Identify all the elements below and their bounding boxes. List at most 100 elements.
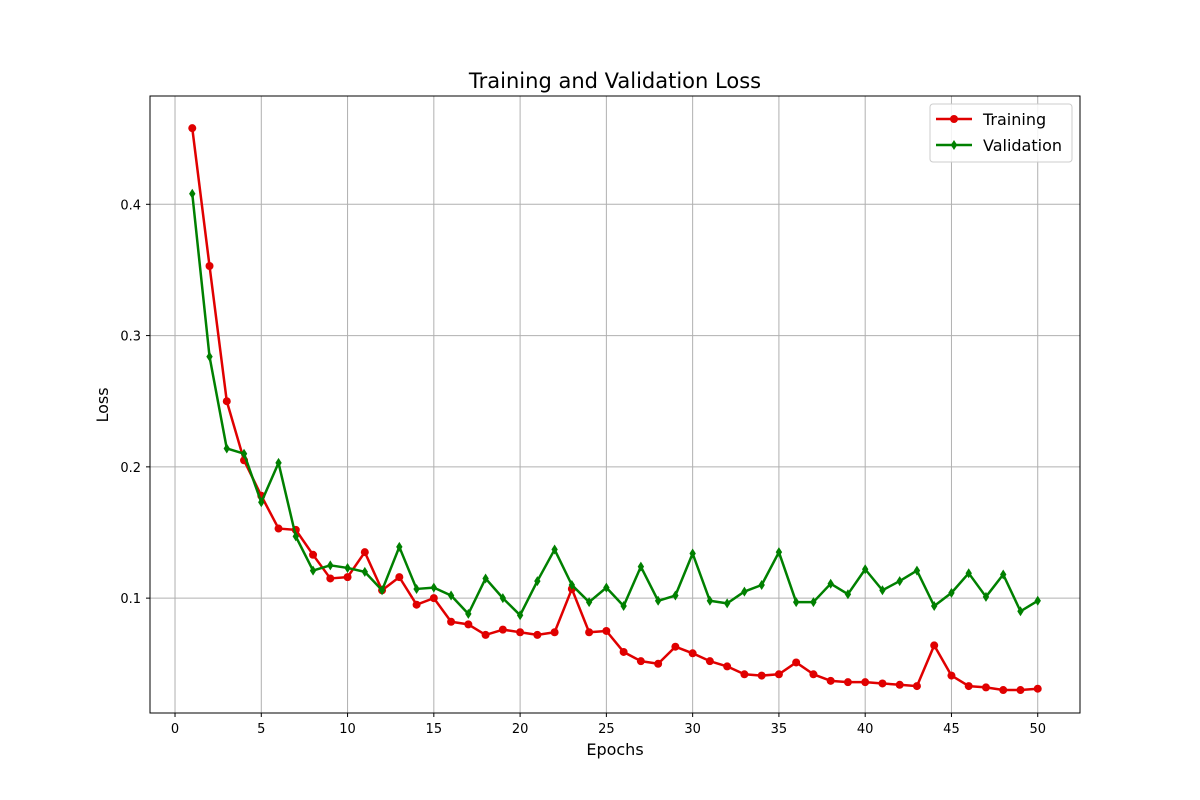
validation-point	[568, 580, 576, 591]
validation-point	[689, 548, 696, 559]
grid-lines	[150, 96, 1080, 713]
training-point	[464, 620, 473, 629]
training-point	[878, 679, 887, 688]
validation-point	[775, 547, 783, 558]
validation-point	[982, 591, 990, 602]
chart-title: Training and Validation Loss	[468, 69, 761, 93]
training-point	[619, 647, 628, 656]
validation-point	[551, 544, 558, 555]
training-point	[481, 630, 490, 639]
training-point	[447, 617, 456, 626]
legend-label-validation: Validation	[983, 136, 1062, 155]
x-tick-label: 45	[943, 722, 960, 737]
legend-marker-training	[950, 115, 958, 123]
validation-point	[465, 608, 472, 619]
validation-series	[189, 188, 1041, 621]
validation-point	[361, 566, 369, 577]
validation-point	[447, 590, 455, 601]
validation-point	[672, 590, 679, 601]
validation-point	[240, 448, 248, 459]
training-point	[930, 641, 939, 650]
validation-point	[585, 597, 593, 608]
training-point	[809, 670, 818, 679]
validation-point	[706, 595, 714, 606]
series-layer	[188, 124, 1042, 695]
y-tick-label: 0.2	[120, 461, 141, 476]
axis-ticks: 0 5 10 15 20 25 30 35 40 45 50 0.1 0.2 0.3 0.4	[120, 198, 1046, 737]
y-tick-label: 0.3	[120, 330, 141, 345]
training-point	[585, 628, 594, 637]
training-point	[395, 573, 404, 582]
validation-point	[413, 583, 420, 594]
validation-point	[1000, 569, 1007, 580]
validation-point	[896, 576, 903, 587]
training-point	[671, 642, 680, 651]
validation-point	[396, 541, 403, 552]
training-point	[964, 682, 973, 691]
validation-point	[327, 560, 334, 571]
x-tick-label: 15	[426, 722, 443, 737]
training-point	[412, 600, 421, 609]
training-point	[309, 550, 318, 559]
training-point	[343, 573, 352, 582]
validation-point	[810, 597, 817, 608]
validation-point	[534, 576, 541, 587]
training-point	[757, 671, 766, 680]
training-point	[1016, 686, 1025, 695]
validation-point	[603, 582, 610, 593]
training-point	[205, 262, 214, 271]
training-point	[533, 630, 542, 639]
training-point	[895, 680, 904, 689]
validation-point	[948, 587, 955, 598]
plot-frame	[149, 95, 1081, 714]
training-point	[688, 649, 697, 658]
validation-point	[827, 578, 834, 589]
training-point	[999, 686, 1008, 695]
x-tick-label: 30	[684, 722, 701, 737]
validation-point	[844, 589, 852, 600]
training-point	[826, 676, 835, 685]
training-point	[516, 628, 525, 637]
x-tick-label: 50	[1029, 722, 1046, 737]
validation-point	[516, 610, 524, 621]
training-point	[274, 524, 283, 533]
validation-point	[206, 351, 213, 362]
legend-marker-validation	[950, 140, 958, 150]
validation-point	[913, 565, 921, 576]
validation-point	[1017, 606, 1024, 617]
validation-point	[723, 598, 731, 609]
legend: Training Validation	[929, 103, 1073, 163]
training-point	[1033, 684, 1042, 693]
training-point	[188, 124, 197, 133]
validation-point	[931, 601, 938, 612]
training-point	[705, 657, 714, 666]
training-point	[654, 659, 663, 668]
validation-point	[344, 562, 351, 573]
training-point	[981, 683, 990, 692]
training-point	[912, 682, 921, 691]
validation-point	[275, 457, 282, 468]
x-tick-label: 10	[339, 722, 356, 737]
validation-point	[378, 585, 386, 596]
training-point	[861, 678, 870, 687]
x-tick-label: 20	[512, 722, 529, 737]
validation-point	[741, 586, 748, 597]
validation-point	[879, 585, 886, 596]
x-axis-label: Epochs	[586, 740, 643, 759]
training-point	[360, 548, 369, 557]
training-point	[636, 657, 645, 666]
x-tick-label: 25	[598, 722, 615, 737]
training-point	[774, 670, 783, 679]
validation-point	[292, 531, 299, 542]
training-point	[550, 628, 559, 637]
training-point	[723, 662, 732, 671]
training-point	[602, 626, 611, 635]
validation-point	[792, 597, 800, 608]
x-tick-label: 5	[257, 722, 265, 737]
validation-point	[223, 443, 230, 454]
validation-point	[1034, 595, 1041, 606]
validation-point	[965, 568, 972, 579]
validation-point	[654, 595, 662, 606]
validation-point	[620, 601, 627, 612]
